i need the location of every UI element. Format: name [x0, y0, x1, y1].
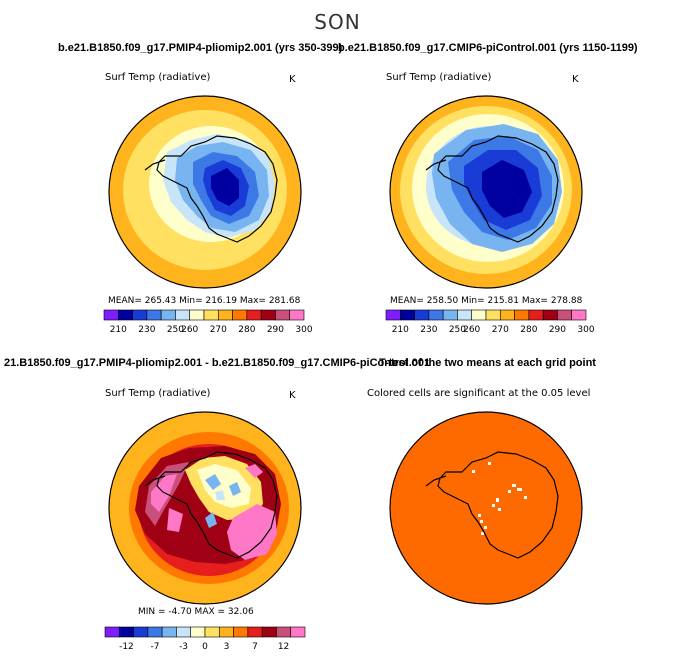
panel1-colorbar-tick-label: 270	[210, 325, 227, 335]
panel2-colorbar-swatch-13	[571, 309, 587, 321]
panel2-colorbar-tick-label: 210	[392, 325, 409, 335]
ttest-title: T-test of the two means at each grid poi…	[379, 357, 596, 369]
panel2-colorbar-tick-label: 280	[520, 325, 537, 335]
panel3-map	[108, 411, 302, 605]
panel1-label: Surf Temp (radiative)	[105, 72, 211, 83]
panel1-colorbar-swatch-12	[275, 309, 291, 321]
panel2-stats: MEAN= 258.50 Min= 215.81 Max= 278.88	[390, 296, 583, 306]
panel2-label: Surf Temp (radiative)	[386, 72, 492, 83]
panel3-stats: MIN = -4.70 MAX = 32.06	[138, 607, 254, 617]
panel1-colorbar-tick-label: 250	[167, 325, 184, 335]
subtitle-left: b.e21.B1850.f09_g17.PMIP4-pliomip2.001 (…	[58, 42, 343, 54]
panel2-colorbar-swatch-1	[399, 309, 415, 321]
panel1-colorbar-swatch-2	[132, 309, 148, 321]
panel2-map	[389, 95, 583, 289]
panel2-colorbar-tick-label: 290	[549, 325, 566, 335]
panel3-colorbar-swatch-6	[190, 626, 206, 638]
panel3-colorbar-swatch-11	[261, 626, 277, 638]
panel3-colorbar-swatch-10	[247, 626, 263, 638]
panel1-colorbar-swatch-6	[189, 309, 205, 321]
panel2-colorbar-swatch-10	[528, 309, 544, 321]
panel1-colorbar-swatch-3	[146, 309, 162, 321]
panel1-colorbar-swatch-10	[246, 309, 262, 321]
panel3-colorbar-tick-label: 7	[252, 642, 258, 652]
panel2-colorbar-swatch-11	[542, 309, 558, 321]
figure-title: SON	[314, 10, 361, 34]
panel2-colorbar-swatch-2	[414, 309, 430, 321]
panel2-colorbar-swatch-5	[457, 309, 473, 321]
panel2-colorbar-swatch-6	[471, 309, 487, 321]
panel3-label: Surf Temp (radiative)	[105, 388, 211, 399]
panel3-colorbar-swatch-7	[204, 626, 220, 638]
panel1-colorbar-tick-label: 230	[138, 325, 155, 335]
panel1-colorbar-tick-label: 210	[110, 325, 127, 335]
panel3-colorbar-tick-label: 3	[224, 642, 230, 652]
panel3-colorbar-swatch-2	[133, 626, 149, 638]
panel1-map	[108, 95, 302, 289]
panel2-colorbar-tick-label: 250	[449, 325, 466, 335]
panel1-colorbar-swatch-9	[232, 309, 248, 321]
panel2-colorbar-swatch-9	[514, 309, 530, 321]
panel1-colorbar-swatch-1	[117, 309, 133, 321]
panel3-colorbar-tick-label: 0	[202, 642, 208, 652]
panel3-colorbar-swatch-4	[161, 626, 177, 638]
panel1-colorbar-tick-label: 280	[238, 325, 255, 335]
panel1-colorbar-swatch-8	[217, 309, 233, 321]
panel1-colorbar-swatch-7	[203, 309, 219, 321]
panel3-colorbar-swatch-9	[233, 626, 249, 638]
panel3-colorbar: -12 -7 -3 0 3 7 12	[104, 626, 306, 652]
panel2-colorbar-tick-label: 270	[492, 325, 509, 335]
panel1-stats: MEAN= 265.43 Min= 216.19 Max= 281.68	[108, 296, 301, 306]
panel3-colorbar-swatch-1	[118, 626, 134, 638]
panel1-colorbar-swatch-11	[260, 309, 276, 321]
panel3-colorbar-swatch-0	[104, 626, 120, 638]
panel1-colorbar-swatch-4	[160, 309, 176, 321]
panel2-colorbar-tick-label: 260	[463, 325, 480, 335]
panel3-units: K	[289, 390, 296, 401]
panel1-colorbar-swatch-13	[289, 309, 305, 321]
panel3-colorbar-swatch-5	[176, 626, 192, 638]
panel2-colorbar-swatch-0	[385, 309, 401, 321]
panel1-colorbar-tick-label: 300	[295, 325, 312, 335]
panel1-colorbar-swatch-5	[175, 309, 191, 321]
panel2-colorbar-swatch-12	[557, 309, 573, 321]
panel3-colorbar-swatch-12	[276, 626, 292, 638]
panel4-label: Colored cells are significant at the 0.0…	[367, 388, 591, 399]
panel1-colorbar-tick-label: 290	[267, 325, 284, 335]
panel2-colorbar-swatch-3	[428, 309, 444, 321]
panel3-colorbar-tick-label: -7	[151, 642, 160, 652]
panel2-colorbar-swatch-7	[485, 309, 501, 321]
panel1-colorbar-swatch-0	[103, 309, 119, 321]
panel2-colorbar-swatch-8	[499, 309, 515, 321]
panel4-map	[389, 411, 583, 605]
panel3-colorbar-tick-label: 12	[278, 642, 289, 652]
panel2-colorbar-tick-label: 300	[577, 325, 594, 335]
panel3-colorbar-swatch-3	[147, 626, 163, 638]
diff-title: 21.B1850.f09_g17.PMIP4-pliomip2.001 - b.…	[4, 357, 431, 369]
panel3-colorbar-swatch-13	[290, 626, 306, 638]
panel1-units: K	[289, 74, 296, 85]
panel3-colorbar-tick-label: -3	[179, 642, 188, 652]
panel3-colorbar-tick-label: -12	[119, 642, 134, 652]
panel3-colorbar-swatch-8	[218, 626, 234, 638]
panel2-colorbar-tick-label: 230	[420, 325, 437, 335]
panel2-colorbar-swatch-4	[442, 309, 458, 321]
subtitle-right: b.e21.B1850.f09_g17.CMIP6-piControl.001 …	[338, 42, 638, 54]
panel2-units: K	[572, 74, 579, 85]
panel1-colorbar-tick-label: 260	[181, 325, 198, 335]
